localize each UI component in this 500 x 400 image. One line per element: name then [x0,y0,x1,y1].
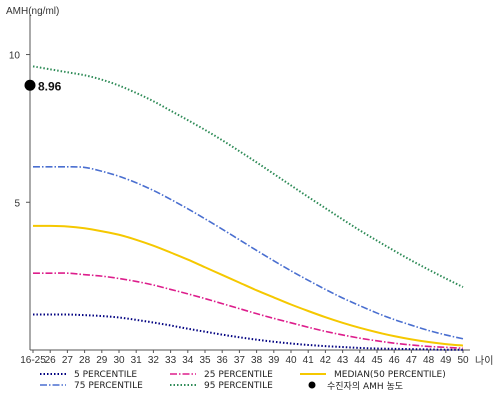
x-tick-label: 16-25 [20,355,46,366]
x-tick-label: 44 [354,355,366,366]
x-tick-label: 28 [79,355,91,366]
x-tick-label: 39 [268,355,280,366]
series-line-median-50-percentile [32,224,464,347]
x-tick-label: 33 [165,355,177,366]
legend-label-patient-point: 수진자의 AMH 농도 [327,381,403,392]
legend-label: MEDIAN(50 PERCENTILE) [334,370,446,380]
legend-swatch-patient-point [308,381,316,389]
x-tick-label: 36 [217,355,229,366]
legend-label: 25 PERCENTILE [204,370,273,380]
x-tick-label: 32 [148,355,160,366]
y-tick-label: 5 [14,198,20,209]
x-tick-label: 27 [62,355,74,366]
x-tick-label: 47 [406,355,418,366]
x-tick-label: 46 [389,355,401,366]
x-tick-label: 38 [251,355,263,366]
x-tick-label: 31 [131,355,143,366]
legend-label: 75 PERCENTILE [74,381,143,391]
x-tick-label: 26 [45,355,57,366]
series-line-95-percentile [32,65,464,288]
x-tick-label: 40 [285,355,297,366]
series-line-25-percentile [33,272,464,350]
y-axis-label: AMH(ng/ml) [6,6,59,17]
x-tick-label: 45 [371,355,383,366]
x-tick-label: 42 [320,355,332,366]
x-axis-label: 나이 [475,355,493,367]
x-tick-label: 50 [457,355,469,366]
y-tick-label: 10 [9,51,21,62]
x-tick-label: 34 [182,355,194,366]
patient-amh-point [24,79,36,91]
series-line-5-percentile [33,313,464,351]
x-tick-label: 43 [337,355,349,366]
legend-label: 95 PERCENTILE [204,381,273,391]
x-tick-label: 35 [199,355,211,366]
legend-label: 5 PERCENTILE [74,370,137,380]
x-tick-label: 49 [440,355,452,366]
x-tick-label: 30 [113,355,125,366]
x-tick-label: 48 [423,355,435,366]
patient-amh-value-label: 8.96 [38,79,62,93]
x-tick-label: 37 [234,355,246,366]
x-tick-label: 29 [96,355,108,366]
series-line-75-percentile [33,165,464,340]
x-tick-label: 41 [303,355,315,366]
